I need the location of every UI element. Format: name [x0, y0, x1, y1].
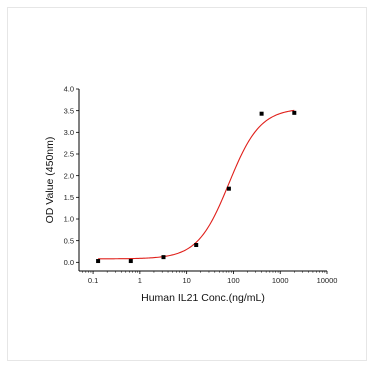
x-tick-label: 1 — [138, 276, 142, 285]
y-tick-label: 3.0 — [64, 128, 74, 137]
x-tick-label: 100 — [227, 276, 240, 285]
data-point — [96, 259, 101, 264]
x-tick-label: 1000 — [272, 276, 289, 285]
data-points — [96, 110, 297, 264]
y-tick-label: 3.5 — [64, 106, 74, 115]
axes — [78, 89, 327, 272]
y-tick-label: 1.5 — [64, 193, 74, 202]
y-tick-label: 2.5 — [64, 150, 74, 159]
y-tick-label: 2.0 — [64, 171, 74, 180]
x-tick-label: 0.1 — [88, 276, 98, 285]
fit-curve-group — [98, 109, 295, 260]
data-point — [259, 111, 264, 116]
x-tick-label: 10000 — [317, 276, 338, 285]
ticks: 0.0 0.5 1.0 1.5 2.0 2.5 3.0 3.5 4.0 0.1 1 10 100 1000… — [64, 85, 338, 285]
fit-curve — [98, 109, 295, 260]
data-point — [194, 243, 199, 247]
data-point — [161, 255, 166, 260]
data-point — [128, 259, 133, 264]
y-tick-label: 0.5 — [64, 236, 74, 245]
y-tick-label: 4.0 — [64, 85, 74, 94]
y-axis-label: OD Value (450nm) — [44, 137, 56, 224]
x-axis-label: Human IL21 Conc.(ng/mL) — [141, 292, 265, 304]
chart-frame — [7, 7, 367, 361]
data-point — [292, 110, 297, 115]
y-tick-label: 0.0 — [64, 258, 74, 267]
x-tick-label: 10 — [182, 276, 190, 285]
data-point — [226, 186, 231, 191]
y-tick-label: 1.0 — [64, 215, 74, 224]
